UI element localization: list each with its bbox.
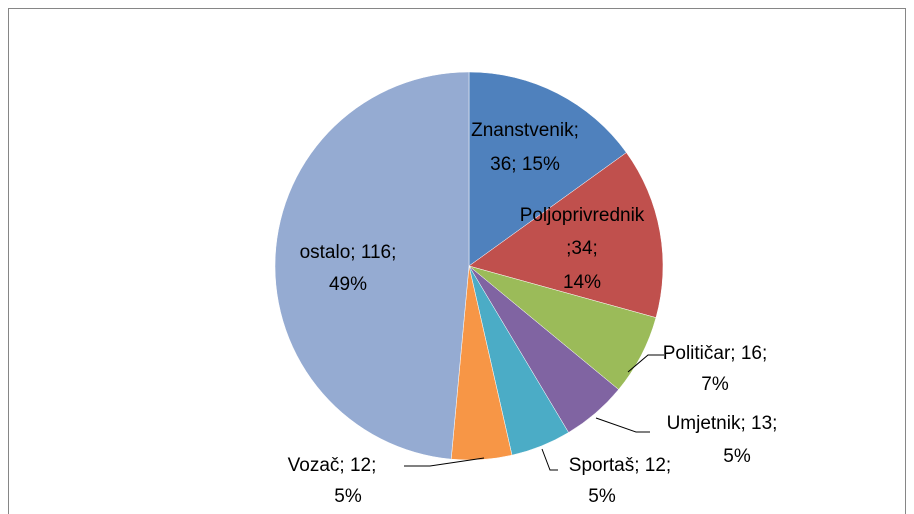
pie-slice (468, 71, 627, 267)
data-label: ostalo; 116; (300, 242, 397, 263)
leader-line (627, 354, 664, 373)
data-label: 5% (588, 486, 616, 507)
data-label: 36; 15% (490, 154, 560, 175)
leader-line (595, 417, 650, 433)
data-label: 5% (723, 446, 751, 467)
data-label: Političar; 16; (663, 343, 768, 364)
data-label: Poljoprivrednik (520, 205, 645, 226)
slices (274, 71, 664, 461)
data-label: 5% (334, 486, 362, 507)
data-label: 7% (701, 374, 729, 395)
labels: Znanstvenik; 36; 15% Poljoprivrednik ;34; 14… (288, 120, 778, 507)
leader-line (404, 457, 485, 467)
data-label: Znanstvenik; (471, 120, 579, 141)
data-label: ;34; (566, 238, 598, 259)
pie-slice (274, 71, 470, 460)
data-label: Umjetnik; 13; (667, 413, 778, 434)
leader-line (541, 448, 558, 471)
data-label: Vozač; 12; (288, 455, 377, 476)
pie-slice (468, 152, 664, 318)
data-label: Sportaš; 12; (569, 455, 671, 476)
data-label: 14% (563, 272, 601, 293)
data-label: 49% (329, 274, 367, 295)
